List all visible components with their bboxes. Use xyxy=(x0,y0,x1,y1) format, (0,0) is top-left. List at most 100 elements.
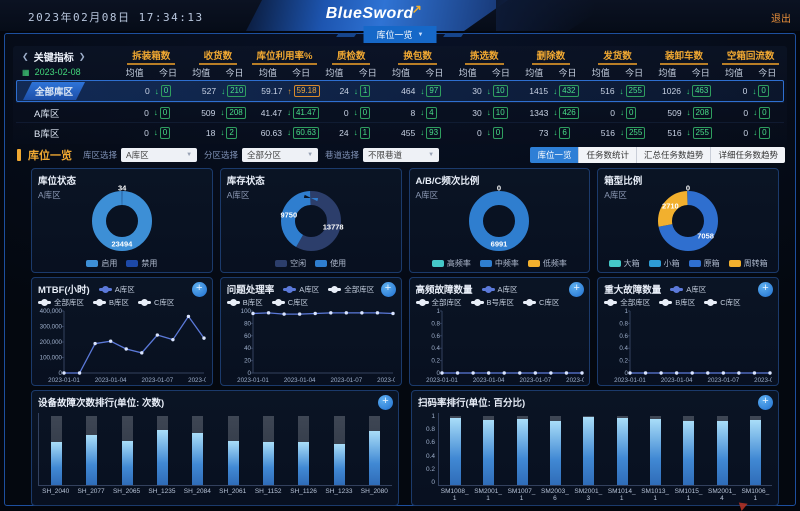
kpi-cell: 0 ↓ 0 xyxy=(717,126,784,139)
legend-item[interactable]: B号库区 xyxy=(470,297,514,308)
view-button[interactable]: 库位一览 xyxy=(530,147,579,163)
kpi-cell: 24 ↓ 1 xyxy=(318,85,384,97)
logout-button[interactable]: 退出 xyxy=(771,14,791,25)
filter-select[interactable]: A库区 ▼ xyxy=(121,148,198,162)
kpi-today: ↓ 208 xyxy=(218,106,251,119)
y-tick-label: 0.6 xyxy=(431,333,440,340)
legend-item[interactable]: 周转箱 xyxy=(728,258,768,269)
x-tick-label: 2023-01-04 xyxy=(95,377,127,384)
legend-item[interactable]: C库区 xyxy=(271,297,308,308)
expand-button[interactable]: + xyxy=(378,395,393,410)
tab-storage-overview[interactable]: 库位一览 ▼ xyxy=(363,26,437,43)
legend-item[interactable]: A库区 xyxy=(670,284,706,295)
legend-item[interactable]: C库区 xyxy=(704,297,741,308)
legend-item[interactable]: 全部库区 xyxy=(415,297,462,308)
legend-item[interactable]: A库区 xyxy=(98,284,135,295)
legend-item[interactable]: 空闲 xyxy=(275,258,306,269)
legend-item[interactable]: C库区 xyxy=(138,297,174,308)
bar-chart-body: SH_2040 SH_2077 SH_2065 SH_1235 SH_2084 SH_20… xyxy=(38,413,392,501)
expand-button[interactable]: + xyxy=(191,282,207,297)
data-point xyxy=(737,371,741,375)
legend-swatch xyxy=(86,260,99,267)
data-point xyxy=(690,371,695,375)
kpi-row[interactable]: B库区 0 ↓ 0 18 ↓ 2 60.63 ↓ 60.63 24 ↓ 1 455 ↓ 93 0 ↓ 0 73 ↓ 6 51… xyxy=(16,122,784,142)
kpi-today: ↓ 6 xyxy=(551,126,584,139)
chevron-right-icon[interactable]: ❯ xyxy=(78,51,86,61)
bar xyxy=(262,442,274,485)
kpi-group-title: 拆装箱数 xyxy=(127,48,176,65)
down-arrow-icon: ↓ xyxy=(353,86,358,96)
legend-item[interactable]: 禁用 xyxy=(126,258,157,269)
legend-item[interactable]: A库区 xyxy=(481,284,518,295)
legend-item[interactable]: A库区 xyxy=(283,284,319,295)
kpi-today: ↓ 0 xyxy=(152,126,185,139)
legend-item[interactable]: 低频率 xyxy=(527,258,567,269)
legend-item[interactable]: 全部库区 xyxy=(38,297,84,308)
bar-track xyxy=(333,415,345,485)
kpi-title-label: 关键指标 xyxy=(33,52,74,64)
tab-label: 库位一览 xyxy=(376,30,413,40)
kpi-avg-value: 18 xyxy=(205,127,216,138)
filter-select[interactable]: 全部分区 ▼ xyxy=(242,148,319,162)
down-arrow-icon: ↓ xyxy=(686,128,691,137)
legend-item[interactable]: 小箱 xyxy=(648,258,680,269)
kpi-today-value: 10 xyxy=(492,106,508,119)
x-tick-label: 2023-01-10 xyxy=(754,377,772,384)
legend-item[interactable]: 高频率 xyxy=(431,258,471,269)
data-point xyxy=(202,336,206,340)
filter-select[interactable]: 不限巷道 ▼ xyxy=(363,148,440,162)
bar xyxy=(86,435,98,485)
bar-chart-body: 1 0.8 0.6 0.4 0.2 0 SM1008_1 SM2001_1 SM1007_1 SM… xyxy=(418,413,772,503)
legend-item[interactable]: B库区 xyxy=(226,297,263,308)
kpi-date-picker[interactable]: ▦ 2023-02-08 xyxy=(16,67,118,77)
chevron-left-icon[interactable]: ❮ xyxy=(22,51,29,61)
y-tick-label: 200,000 xyxy=(40,339,63,346)
chevron-down-icon: ▼ xyxy=(417,31,424,38)
view-button[interactable]: 详细任务数趋势 xyxy=(710,147,785,163)
kpi-subheader: 均值 今日 xyxy=(518,66,585,79)
donut-chart: 13778 9750 xyxy=(280,191,343,251)
donut-value-label: 23494 xyxy=(111,239,133,248)
data-point xyxy=(706,371,710,375)
bar-category-label: SH_2080 xyxy=(360,488,388,495)
view-button[interactable]: 任务数统计 xyxy=(578,147,636,163)
expand-button[interactable]: + xyxy=(758,395,773,410)
legend-item[interactable]: B库区 xyxy=(659,297,695,308)
kpi-subheader: 均值 今日 xyxy=(651,66,718,79)
expand-button[interactable]: + xyxy=(380,282,396,297)
today-column-label: 今日 xyxy=(691,67,710,78)
kpi-today-value: 1 xyxy=(359,85,371,97)
expand-button[interactable]: + xyxy=(569,282,585,297)
x-tick-label: 2023-01-04 xyxy=(661,377,693,384)
kpi-row[interactable]: A库区 0 ↓ 0 509 ↓ 208 41.47 ↓ 41.47 0 ↓ 0 8 ↓ 4 30 ↓ 10 1343 ↓… xyxy=(16,102,784,122)
data-point xyxy=(313,311,317,316)
legend-item[interactable]: 大箱 xyxy=(608,258,640,269)
bar-slot xyxy=(439,413,472,485)
legend-item[interactable]: 全部库区 xyxy=(328,284,374,295)
legend-item[interactable]: 启用 xyxy=(86,258,117,269)
data-point xyxy=(266,311,271,315)
x-tick-label: 2023-01-01 xyxy=(614,377,646,384)
kpi-group-header: 空箱回流数 xyxy=(717,48,784,65)
bar-device-fault-rank: 设备故障次数排行(单位: 次数) + SH_2040 SH_2077 SH_2065 SH… xyxy=(31,390,399,506)
expand-button[interactable]: + xyxy=(758,282,773,297)
bar-category-label: SM1014_1 xyxy=(607,488,636,503)
kpi-today-value: 4 xyxy=(426,106,437,119)
bar xyxy=(683,421,695,485)
legend-item[interactable]: B库区 xyxy=(93,297,129,308)
kpi-group-header: 发货数 xyxy=(584,48,651,65)
kpi-today-value: 10 xyxy=(492,85,508,97)
kpi-row[interactable]: 全部库区 0 ↓ 0 527 ↓ 210 59.17 ↑ 59.18 24 ↓ 1 464 ↓ 97 30 ↓ 10… xyxy=(16,80,784,102)
bar-label-slot: SM2001_1 xyxy=(471,488,504,502)
kpi-today-value: 97 xyxy=(426,85,442,97)
legend-marker xyxy=(481,285,495,293)
legend-item[interactable]: 原箱 xyxy=(688,258,720,269)
bar xyxy=(121,441,133,485)
legend-item[interactable]: 中频率 xyxy=(479,258,519,269)
view-button[interactable]: 汇总任务数趋势 xyxy=(635,147,711,163)
legend-item[interactable]: C库区 xyxy=(523,297,559,308)
legend-item[interactable]: 使用 xyxy=(315,258,346,269)
legend-item[interactable]: 全部库区 xyxy=(604,297,650,308)
kpi-today-value: 0 xyxy=(625,106,637,119)
legend-marker xyxy=(226,299,240,306)
